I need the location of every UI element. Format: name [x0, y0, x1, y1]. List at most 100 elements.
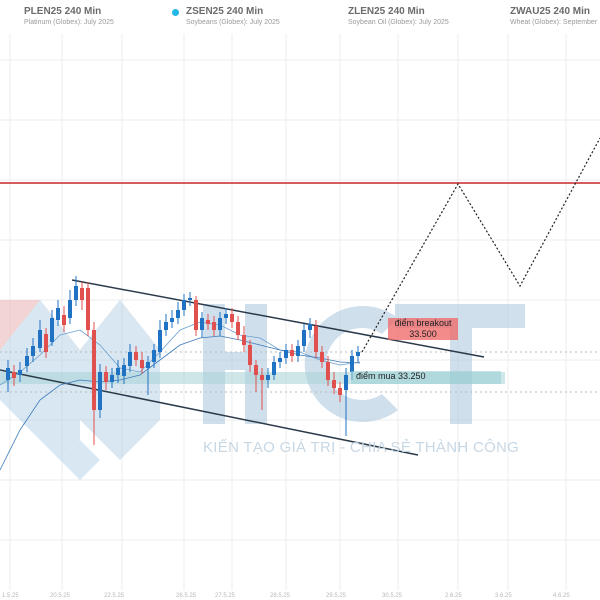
candlestick[interactable]: [356, 346, 360, 362]
candlestick[interactable]: [338, 382, 342, 402]
svg-text:4.6.25: 4.6.25: [553, 593, 570, 599]
candlestick[interactable]: [128, 344, 132, 372]
candlestick[interactable]: [278, 352, 282, 368]
candlestick[interactable]: [152, 344, 156, 368]
candlestick[interactable]: [314, 320, 318, 358]
candle-body: [230, 314, 234, 322]
candlestick[interactable]: [25, 348, 29, 372]
candlestick[interactable]: [80, 282, 84, 310]
candlestick[interactable]: [182, 294, 186, 316]
candlestick[interactable]: [344, 368, 348, 436]
candle-body: [104, 372, 108, 382]
candle-body: [290, 350, 294, 356]
candlestick[interactable]: [92, 322, 96, 445]
buy-annotation[interactable]: điểm mua 33.250: [351, 371, 501, 384]
candlestick[interactable]: [242, 326, 246, 352]
candlestick[interactable]: [158, 320, 162, 358]
candle-body: [152, 350, 156, 362]
candlestick[interactable]: [170, 310, 174, 328]
candlestick[interactable]: [104, 366, 108, 390]
candlestick[interactable]: [164, 314, 168, 336]
candle-body: [170, 318, 174, 322]
candlestick[interactable]: [146, 356, 150, 395]
candlestick[interactable]: [320, 346, 324, 368]
candle-body: [200, 318, 204, 330]
candlestick[interactable]: [98, 364, 102, 418]
candlestick[interactable]: [254, 360, 258, 392]
candle-body: [278, 358, 282, 362]
channel-upper-line[interactable]: [71, 279, 485, 358]
candle-body: [236, 322, 240, 335]
candlestick[interactable]: [68, 290, 72, 324]
candlestick[interactable]: [6, 360, 10, 392]
candle-body: [326, 362, 330, 380]
candlestick[interactable]: [326, 356, 330, 386]
candlestick[interactable]: [134, 346, 138, 366]
candlestick[interactable]: [212, 316, 216, 336]
breakout-value: 33.500: [409, 329, 437, 339]
candlestick[interactable]: [332, 372, 336, 394]
candlestick[interactable]: [38, 320, 42, 352]
candlestick[interactable]: [230, 308, 234, 328]
candlestick[interactable]: [44, 328, 48, 358]
candlestick[interactable]: [176, 302, 180, 324]
candlestick[interactable]: [56, 300, 60, 326]
candle-body: [212, 322, 216, 330]
candle-body: [254, 365, 258, 375]
candlestick[interactable]: [236, 316, 240, 340]
symbol-tab-soybean-oil[interactable]: ZLEN25 240 Min Soybean Oil (Globex): Jul…: [348, 6, 449, 26]
candle-body: [74, 286, 78, 300]
candle-body: [194, 300, 198, 330]
candle-body: [320, 352, 324, 362]
candlestick[interactable]: [62, 306, 66, 332]
svg-text:3.6.25: 3.6.25: [495, 593, 512, 599]
symbol-tab-wheat[interactable]: ZWAU25 240 Min Wheat (Globex): September: [510, 6, 597, 26]
candlestick[interactable]: [218, 312, 222, 336]
candlestick[interactable]: [224, 308, 228, 324]
channel-lower-line[interactable]: [0, 369, 419, 456]
candlestick[interactable]: [284, 344, 288, 364]
candlestick[interactable]: [31, 338, 35, 362]
symbol-tab-platinum[interactable]: PLEN25 240 Min Platinum (Globex): July 2…: [24, 6, 114, 26]
candlestick[interactable]: [18, 362, 22, 382]
active-dot-icon: [172, 9, 179, 16]
candlestick[interactable]: [290, 344, 294, 362]
candlestick-series[interactable]: [6, 276, 360, 445]
candlestick[interactable]: [194, 296, 198, 336]
candle-body: [284, 350, 288, 358]
breakout-annotation[interactable]: điểm breakout 33.500: [388, 318, 458, 340]
candle-body: [38, 330, 42, 348]
candle-body: [18, 370, 22, 375]
candle-body: [206, 320, 210, 324]
candlestick[interactable]: [200, 312, 204, 338]
symbol-tab-soybeans[interactable]: ZSEN25 240 Min Soybeans (Globex): July 2…: [172, 6, 280, 26]
candlestick[interactable]: [248, 340, 252, 372]
candle-body: [146, 362, 150, 368]
candlestick[interactable]: [74, 276, 78, 306]
candlestick[interactable]: [188, 292, 192, 306]
candlestick[interactable]: [260, 368, 264, 410]
candlestick[interactable]: [140, 352, 144, 374]
candlestick[interactable]: [296, 340, 300, 362]
symbol-subtitle: Soybeans (Globex): July 2025: [186, 19, 280, 26]
candlestick[interactable]: [266, 368, 270, 388]
candlestick[interactable]: [50, 310, 54, 346]
candle-body: [122, 365, 126, 376]
x-axis: 1.5.25 20.5.25 22.5.25 26.5.25 27.5.25 2…: [2, 593, 570, 599]
candlestick[interactable]: [12, 365, 16, 386]
projection-path: [361, 137, 600, 353]
candle-body: [314, 326, 318, 352]
candlestick[interactable]: [272, 356, 276, 380]
candle-body: [332, 380, 336, 388]
candlestick[interactable]: [206, 314, 210, 330]
candlestick[interactable]: [116, 360, 120, 383]
candle-body: [182, 300, 186, 310]
candlestick[interactable]: [308, 318, 312, 338]
candlestick[interactable]: [110, 368, 114, 388]
candlestick[interactable]: [86, 282, 90, 336]
candle-body: [25, 356, 29, 366]
candle-body: [266, 375, 270, 380]
candlestick[interactable]: [302, 324, 306, 352]
candlestick[interactable]: [122, 358, 126, 384]
